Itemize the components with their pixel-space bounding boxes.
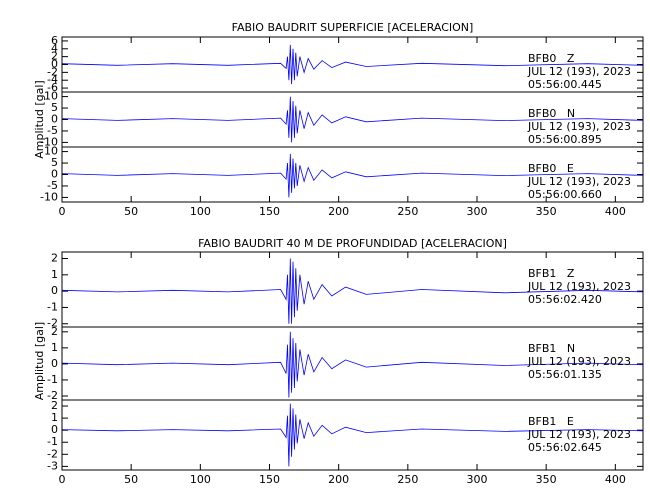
y-tick-label: -6 — [47, 81, 58, 94]
y-tick-label: -1 — [47, 373, 58, 386]
x-tick-label: 250 — [397, 473, 418, 486]
x-tick-label: 250 — [397, 205, 418, 218]
y-tick-label: -2 — [47, 317, 58, 330]
y-tick-label: 0 — [51, 58, 58, 71]
y-tick-label: 6 — [51, 34, 58, 47]
trace-label: BFB1 E — [528, 415, 574, 428]
y-tick-label: 5 — [51, 156, 58, 169]
x-tick-label: 350 — [536, 205, 557, 218]
y-tick-label: -2 — [47, 65, 58, 78]
x-tick-label: 50 — [124, 473, 138, 486]
waveform — [61, 44, 644, 85]
y-tick-label: 2 — [51, 399, 58, 412]
trace-label: BFB0 N — [528, 107, 575, 120]
y-tick-label: 0 — [51, 284, 58, 297]
trace-label: JUL 12 (193), 2023 — [527, 120, 631, 133]
y-tick-label: -5 — [47, 124, 58, 137]
x-tick-label: 0 — [59, 205, 66, 218]
y-tick-label: 0 — [51, 357, 58, 370]
chart-title: FABIO BAUDRIT SUPERFICIE [ACELERACION] — [232, 21, 474, 34]
waveform — [61, 96, 644, 143]
trace-label: JUL 12 (193), 2023 — [527, 175, 631, 188]
y-tick-label: -2 — [47, 389, 58, 402]
trace-label: 05:56:00.445 — [528, 78, 602, 91]
y-tick-label: 1 — [51, 411, 58, 424]
x-tick-label: 200 — [328, 473, 349, 486]
trace-label: 05:56:02.645 — [528, 441, 602, 454]
y-tick-label: -1 — [47, 300, 58, 313]
x-tick-label: 100 — [190, 205, 211, 218]
waveform — [61, 258, 644, 324]
y-tick-label: 2 — [51, 325, 58, 338]
y-tick-label: 10 — [44, 90, 58, 103]
x-tick-label: 100 — [190, 473, 211, 486]
waveform — [61, 331, 644, 398]
x-tick-label: 200 — [328, 205, 349, 218]
trace-label: JUL 12 (193), 2023 — [527, 355, 631, 368]
trace-label: JUL 12 (193), 2023 — [527, 280, 631, 293]
chart-title: FABIO BAUDRIT 40 M DE PROFUNDIDAD [ACELE… — [198, 237, 507, 250]
y-tick-label: 2 — [51, 252, 58, 265]
waveform — [61, 153, 644, 198]
trace-label: BFB0 Z — [528, 52, 575, 65]
x-tick-label: 300 — [467, 473, 488, 486]
y-tick-label: 1 — [51, 268, 58, 281]
trace-label: BFB0 E — [528, 162, 574, 175]
x-tick-label: 150 — [259, 473, 280, 486]
y-tick-label: -5 — [47, 179, 58, 192]
y-tick-label: -10 — [40, 190, 58, 203]
y-tick-label: 0 — [51, 423, 58, 436]
y-tick-label: -4 — [47, 73, 58, 86]
y-tick-label: 0 — [51, 113, 58, 126]
x-tick-label: 0 — [59, 473, 66, 486]
x-tick-label: 300 — [467, 205, 488, 218]
trace-label: BFB1 N — [528, 342, 575, 355]
y-axis-label: Amplitud [gal] — [33, 322, 46, 400]
x-tick-label: 150 — [259, 205, 280, 218]
x-tick-label: 400 — [605, 473, 626, 486]
waveform — [61, 403, 644, 467]
y-tick-label: 10 — [44, 145, 58, 158]
trace-label: 05:56:00.895 — [528, 133, 602, 146]
trace-label: BFB1 Z — [528, 267, 575, 280]
y-axis-label: Amplitud [gal] — [33, 80, 46, 158]
y-tick-label: 2 — [51, 50, 58, 63]
trace-label: 05:56:00.660 — [528, 188, 602, 201]
x-tick-label: 50 — [124, 205, 138, 218]
y-tick-label: -1 — [47, 435, 58, 448]
trace-label: JUL 12 (193), 2023 — [527, 428, 631, 441]
y-tick-label: 4 — [51, 42, 58, 55]
panel-frame — [61, 399, 644, 471]
y-tick-label: 5 — [51, 101, 58, 114]
y-tick-label: 0 — [51, 168, 58, 181]
y-tick-label: -2 — [47, 447, 58, 460]
trace-label: 05:56:01.135 — [528, 368, 602, 381]
y-tick-label: -10 — [40, 135, 58, 148]
x-tick-label: 400 — [605, 205, 626, 218]
x-tick-label: 350 — [536, 473, 557, 486]
y-tick-label: -3 — [47, 459, 58, 472]
trace-label: JUL 12 (193), 2023 — [527, 65, 631, 78]
y-tick-label: 1 — [51, 341, 58, 354]
trace-label: 05:56:02.420 — [528, 293, 602, 306]
